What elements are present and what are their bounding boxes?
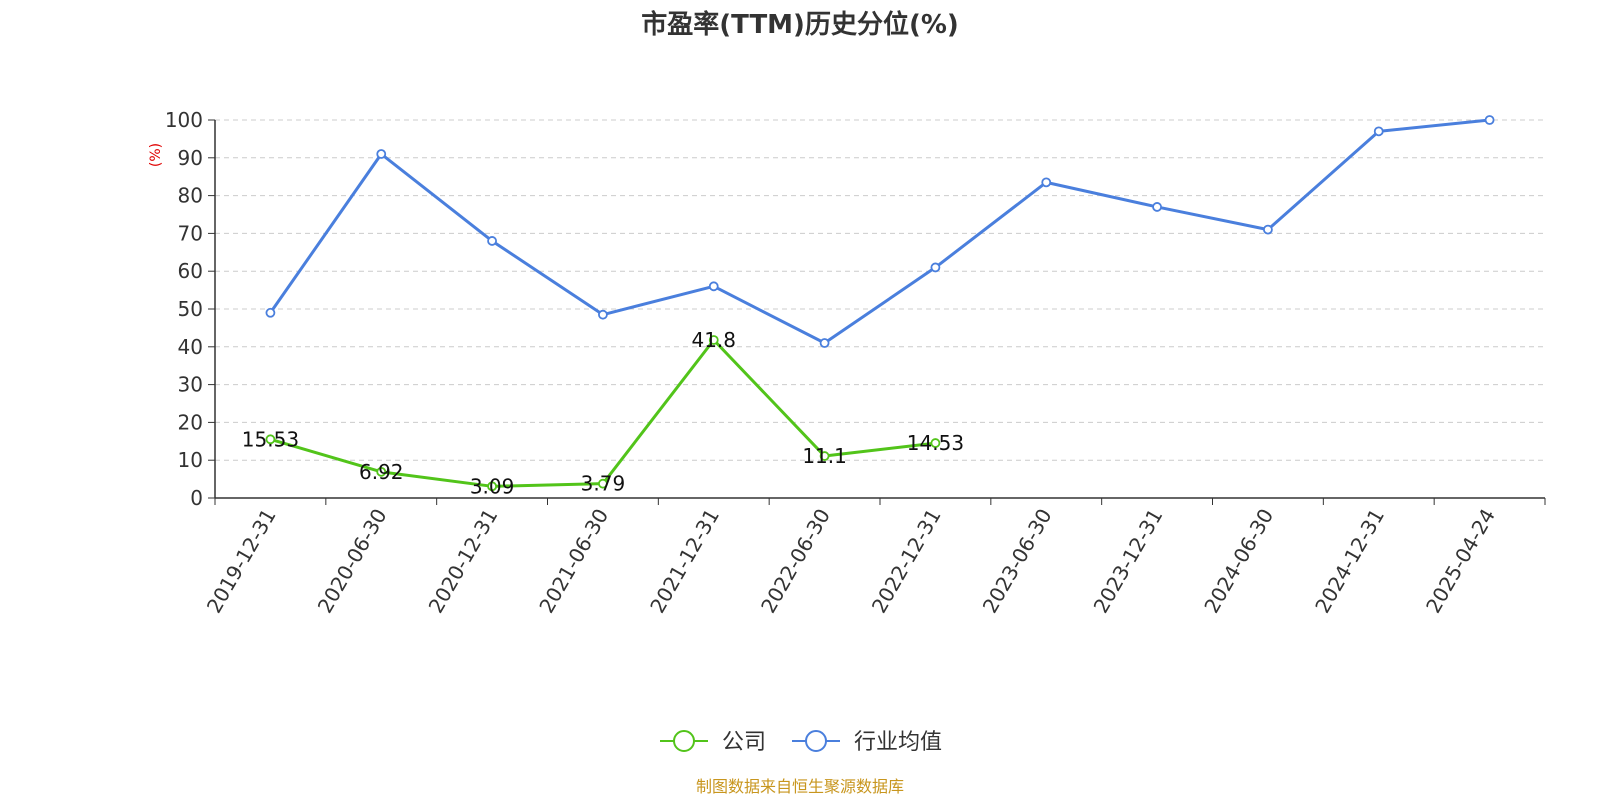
x-tick-label: 2024-06-30 xyxy=(1199,505,1278,618)
y-tick-label: 40 xyxy=(178,335,203,359)
legend-label: 行业均值 xyxy=(854,730,942,755)
data-point[interactable] xyxy=(376,149,387,159)
series: 15.53 6.92 3.09 3.79 41.8 11.1 14.53 xyxy=(242,115,1495,498)
data-point[interactable] xyxy=(1041,177,1052,188)
source-note: 制图数据来自恒生聚源数据库 xyxy=(696,777,904,796)
data-point[interactable] xyxy=(1484,115,1495,125)
data-point[interactable] xyxy=(487,481,497,492)
x-tick-label: 2020-06-30 xyxy=(313,505,392,618)
data-point[interactable] xyxy=(1263,224,1273,235)
data-point[interactable] xyxy=(1373,126,1384,137)
y-tick-label: 70 xyxy=(178,221,203,245)
data-point[interactable] xyxy=(487,236,497,246)
series-industry xyxy=(265,115,1495,348)
data-label: 15.53 xyxy=(242,427,299,451)
x-tick-label: 2023-12-31 xyxy=(1089,505,1168,618)
y-tick-label: 100 xyxy=(165,108,203,132)
data-point[interactable] xyxy=(1152,202,1162,212)
data-point[interactable] xyxy=(930,438,941,448)
y-unit-label: (%) xyxy=(148,143,164,167)
x-tick-label: 2021-12-31 xyxy=(645,505,724,618)
data-point[interactable] xyxy=(930,262,941,273)
series-line xyxy=(269,118,1490,345)
y-tick-label: 10 xyxy=(178,448,203,472)
y-tick-label: 50 xyxy=(178,297,203,321)
legend-label: 公司 xyxy=(722,730,766,755)
data-point[interactable] xyxy=(819,338,830,348)
y-tick-label: 20 xyxy=(178,410,203,434)
axes: 0 10 20 30 40 50 60 70 80 90 100 2019-12-31 2020-06-… xyxy=(165,108,1546,618)
series-company: 15.53 6.92 3.09 3.79 41.8 11.1 14.53 xyxy=(242,328,964,498)
legend-item-company[interactable]: 公司 xyxy=(660,730,766,755)
data-point[interactable] xyxy=(598,309,608,320)
data-label: 3.09 xyxy=(470,474,515,498)
legend-item-industry[interactable]: 行业均值 xyxy=(792,730,942,755)
data-point[interactable] xyxy=(376,466,387,477)
x-tick-label: 2025-04-24 xyxy=(1421,505,1500,618)
chart-title: 市盈率(TTM)历史分位(%) xyxy=(641,9,959,40)
data-point[interactable] xyxy=(708,335,719,345)
x-tick-label: 2021-06-30 xyxy=(534,505,613,618)
y-tick-label: 0 xyxy=(190,486,203,510)
x-tick-label: 2019-12-31 xyxy=(202,505,281,618)
y-tick-label: 60 xyxy=(178,259,203,283)
legend-marker xyxy=(673,730,695,752)
x-tick-label: 2020-12-31 xyxy=(424,505,503,618)
data-label: 6.92 xyxy=(359,460,404,484)
data-point[interactable] xyxy=(819,451,830,461)
grid xyxy=(215,119,1545,461)
x-tick-label: 2022-06-30 xyxy=(756,505,835,618)
data-label: 11.1 xyxy=(802,444,847,468)
data-point[interactable] xyxy=(598,478,608,489)
x-tick-label: 2023-06-30 xyxy=(978,505,1057,618)
data-label: 41.8 xyxy=(691,328,736,352)
data-point[interactable] xyxy=(265,434,276,445)
x-tick-label: 2024-12-31 xyxy=(1310,505,1389,618)
data-label: 3.79 xyxy=(581,472,626,496)
legend[interactable]: 公司 行业均值 xyxy=(660,730,942,755)
data-point[interactable] xyxy=(708,281,719,292)
y-tick-label: 30 xyxy=(178,373,203,397)
data-point[interactable] xyxy=(265,307,276,318)
x-tick-label: 2022-12-31 xyxy=(867,505,946,618)
legend-marker xyxy=(805,730,827,752)
data-label: 14.53 xyxy=(907,431,964,455)
y-tick-label: 90 xyxy=(178,146,203,170)
y-tick-label: 80 xyxy=(178,184,203,208)
